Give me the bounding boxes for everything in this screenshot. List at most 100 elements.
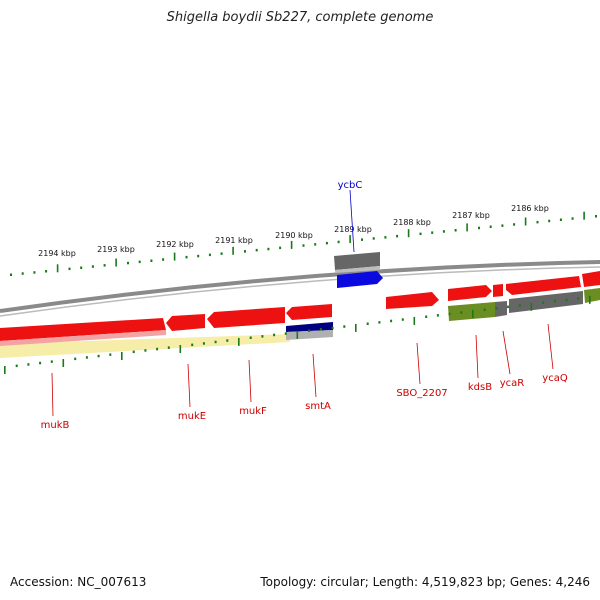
leader-line <box>187 363 191 408</box>
gene-label-ycaQ[interactable]: ycaQ <box>542 373 568 384</box>
minor-tick <box>50 360 53 363</box>
gene-label-smtA[interactable]: smtA <box>305 401 331 412</box>
minor-tick <box>138 260 141 264</box>
feature-mukB[interactable] <box>0 318 166 341</box>
minor-tick <box>202 342 205 345</box>
leader-line <box>51 372 54 417</box>
minor-tick <box>384 236 387 239</box>
feature-smtA[interactable] <box>286 304 332 320</box>
gene-label-ycbC[interactable]: ycbC <box>338 180 363 191</box>
minor-tick <box>401 318 404 321</box>
feature-gray-upper[interactable] <box>334 252 380 270</box>
leader-line <box>416 342 421 385</box>
minor-tick <box>442 230 445 233</box>
major-tick <box>173 252 176 261</box>
major-tick <box>413 316 416 325</box>
minor-tick <box>319 328 322 331</box>
feature-gray-mid[interactable] <box>495 301 507 317</box>
minor-tick <box>366 322 369 325</box>
gene-label-mukE[interactable]: mukE <box>178 411 206 422</box>
minor-tick <box>85 356 88 359</box>
major-tick <box>355 323 357 332</box>
minor-tick <box>302 244 305 247</box>
feature-ycbC[interactable] <box>337 271 383 288</box>
feature-mukF[interactable] <box>207 307 285 328</box>
minor-tick <box>483 308 486 311</box>
gene-label-mukB[interactable]: mukB <box>41 420 70 431</box>
major-tick <box>589 295 591 304</box>
minor-tick <box>103 264 106 267</box>
feature-kds-fwd[interactable] <box>448 285 492 301</box>
minor-tick <box>208 253 211 257</box>
gene-label-ycaR[interactable]: ycaR <box>500 378 525 389</box>
minor-tick <box>325 241 328 245</box>
scale-label: 2189 kbp <box>334 225 372 234</box>
minor-tick <box>436 314 439 317</box>
scale-label: 2186 kbp <box>511 204 549 213</box>
gene-label-mukF[interactable]: mukF <box>239 406 267 417</box>
minor-tick <box>74 357 77 361</box>
leader-line <box>547 323 554 370</box>
minor-tick <box>39 361 42 365</box>
minor-tick <box>255 248 258 252</box>
minor-tick <box>501 224 504 227</box>
major-tick <box>238 337 240 346</box>
backbone-inner <box>0 266 600 317</box>
minor-tick <box>279 246 282 250</box>
feature-gray-long[interactable] <box>509 291 583 313</box>
minor-tick <box>91 265 94 268</box>
major-tick <box>407 229 410 238</box>
minor-tick <box>132 350 135 354</box>
leader-line <box>475 334 479 379</box>
minor-tick <box>244 250 246 253</box>
minor-tick <box>185 255 188 259</box>
gc-band <box>0 334 290 358</box>
leader-line <box>502 330 511 375</box>
feature-gray-upper-shadow <box>335 266 380 273</box>
feature-right-fwd[interactable] <box>582 271 600 287</box>
minor-tick <box>331 326 334 330</box>
minor-tick <box>378 321 381 324</box>
leader-line <box>312 353 317 398</box>
minor-tick <box>261 335 264 338</box>
major-tick <box>583 211 585 220</box>
minor-tick <box>460 311 463 314</box>
major-tick <box>62 359 65 367</box>
minor-tick <box>518 304 521 307</box>
scale-label: 2191 kbp <box>215 236 253 245</box>
minor-tick <box>343 325 346 328</box>
map-title: Shigella boydii Sb227, complete genome <box>166 10 434 25</box>
minor-tick <box>542 301 545 304</box>
minor-tick <box>21 272 24 275</box>
feature-olive-2[interactable] <box>584 288 600 303</box>
major-tick <box>530 302 533 311</box>
minor-tick <box>15 364 18 368</box>
minor-tick <box>454 229 457 232</box>
minor-tick <box>577 297 580 300</box>
minor-tick <box>425 315 428 318</box>
minor-tick <box>361 238 363 241</box>
gene-label-kdsB[interactable]: kdsB <box>468 382 492 393</box>
feature-olive-1[interactable] <box>448 302 495 321</box>
accession-text: Accession: NC_007613 <box>10 575 147 589</box>
feature-mukB-shadow <box>0 330 166 346</box>
minor-tick <box>214 340 217 344</box>
minor-tick <box>220 252 223 255</box>
scale-label: 2194 kbp <box>38 249 76 258</box>
minor-tick <box>448 312 451 316</box>
major-tick <box>121 352 123 360</box>
feature-small-fwd[interactable] <box>493 284 503 297</box>
minor-tick <box>162 258 165 261</box>
minor-tick <box>565 298 568 302</box>
feature-yca-fwd[interactable] <box>506 276 581 295</box>
minor-tick <box>548 219 551 223</box>
gene-label-SBO_2207[interactable]: SBO_2207 <box>396 388 447 399</box>
major-tick <box>56 264 59 273</box>
minor-tick <box>489 225 492 228</box>
scale-label: 2192 kbp <box>156 240 194 249</box>
minor-tick <box>513 223 516 226</box>
major-tick <box>115 258 117 267</box>
feature-mukE[interactable] <box>166 314 205 331</box>
feature-sbo-fwd[interactable] <box>386 292 439 309</box>
